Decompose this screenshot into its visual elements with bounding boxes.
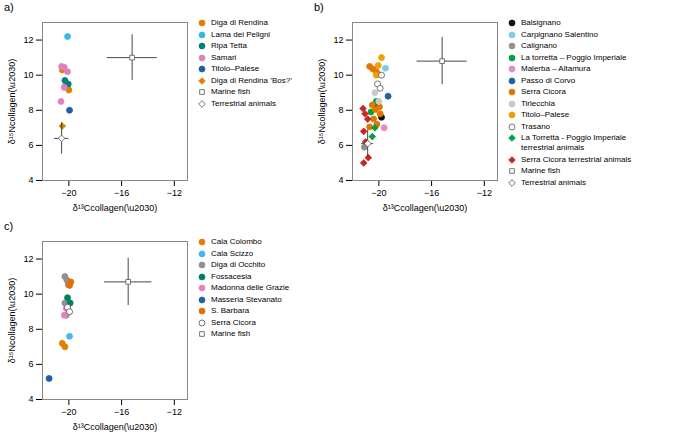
html-text:Serra Cicora: Serra Cicora [211,317,256,327]
svg-text:6: 6 [28,140,33,150]
html-text:Masseria Stevanato: Masseria Stevanato [211,294,282,304]
html-text:Serra Cicora: Serra Cicora [521,87,566,96]
html-text:Diga di Occhito: Diga di Occhito [211,260,266,269]
html-text:b): b) [314,1,324,13]
html-text:Diga di Rendina ’Bos?’: Diga di Rendina ’Bos?’ [211,75,292,85]
svg-text:−20: −20 [61,188,76,198]
svg-text:12: 12 [23,254,33,264]
html-text:S. Barbara: S. Barbara [211,306,250,315]
svg-text:−20: −20 [61,407,76,417]
html-text:Terrestrial animals: Terrestrial animals [211,98,276,108]
svg-text:8: 8 [338,105,343,115]
html-text:Malerba – Altamura: Malerba – Altamura [521,64,591,73]
svg-text:δ¹⁵Ncollagen(\u2030): δ¹⁵Ncollagen(\u2030) [317,59,327,144]
html-text:La Torretta - Poggio Imperiale: La Torretta - Poggio Imperiale terrestri… [521,133,627,152]
html-text:Titolo–Palese: Titolo–Palese [211,64,260,73]
html-text:Marine fish: Marine fish [521,166,561,175]
svg-text:−12: −12 [167,188,182,198]
svg-text:4: 4 [28,175,33,185]
svg-text:−12: −12 [477,188,492,198]
svg-text:8: 8 [28,105,33,115]
html-text:c): c) [4,220,14,232]
html-text:Titolo–Palese: Titolo–Palese [521,110,570,119]
svg-text:−16: −16 [114,188,129,198]
html-text:Diga di Rendina: Diga di Rendina [211,18,268,27]
html-text:Balsignano: Balsignano [521,18,561,27]
html-text:Cala Scizzo: Cala Scizzo [211,248,254,258]
html-text:Cala Colombo: Cala Colombo [211,237,262,246]
html-text:Fossacesia: Fossacesia [211,271,252,281]
svg-text:δ¹³Ccollagen(\u2030): δ¹³Ccollagen(\u2030) [383,203,468,213]
svg-text:10: 10 [23,289,33,299]
html-text:La torretta – Poggio Imperiale: La torretta – Poggio Imperiale [521,52,627,62]
svg-text:−20: −20 [371,188,386,198]
svg-text:−16: −16 [424,188,439,198]
html-text:Passo di Corvo: Passo di Corvo [521,75,576,85]
svg-text:8: 8 [28,324,33,334]
html-text:Carpignano Salentino: Carpignano Salentino [521,29,598,39]
svg-text:−16: −16 [114,407,129,417]
html-text:Marine fish: Marine fish [211,87,251,96]
svg-text:4: 4 [338,175,343,185]
svg-text:4: 4 [28,394,33,404]
svg-text:δ¹⁵Ncollagen(\u2030): δ¹⁵Ncollagen(\u2030) [7,278,17,363]
html-text:Trasano: Trasano [521,121,551,131]
svg-text:δ¹⁵Ncollagen(\u2030): δ¹⁵Ncollagen(\u2030) [7,59,17,144]
html-text:Samari: Samari [211,52,237,62]
html-text:Terrestrial animals: Terrestrial animals [521,177,586,187]
svg-text:δ¹³Ccollagen(\u2030): δ¹³Ccollagen(\u2030) [73,422,158,432]
html-text:Tirlecchia: Tirlecchia [521,98,555,108]
html-text:a): a) [4,1,14,13]
svg-text:10: 10 [23,70,33,80]
html-text:Lama dei Peligni: Lama dei Peligni [211,29,271,39]
svg-text:12: 12 [333,35,343,45]
html-text:Marine fish: Marine fish [211,329,251,338]
svg-text:6: 6 [28,359,33,369]
html-text:Madonna delle Grazie: Madonna delle Grazie [211,283,290,292]
svg-text:10: 10 [333,70,343,80]
svg-text:12: 12 [23,35,33,45]
svg-text:6: 6 [338,140,343,150]
html-text:Serra Cicora terrestrial anima: Serra Cicora terrestrial animals [521,154,632,164]
html-text:Ripa Tetta: Ripa Tetta [211,41,247,50]
svg-text:δ¹³Ccollagen(\u2030): δ¹³Ccollagen(\u2030) [73,203,158,213]
svg-text:−12: −12 [167,407,182,417]
html-text:Calignano: Calignano [521,41,557,50]
